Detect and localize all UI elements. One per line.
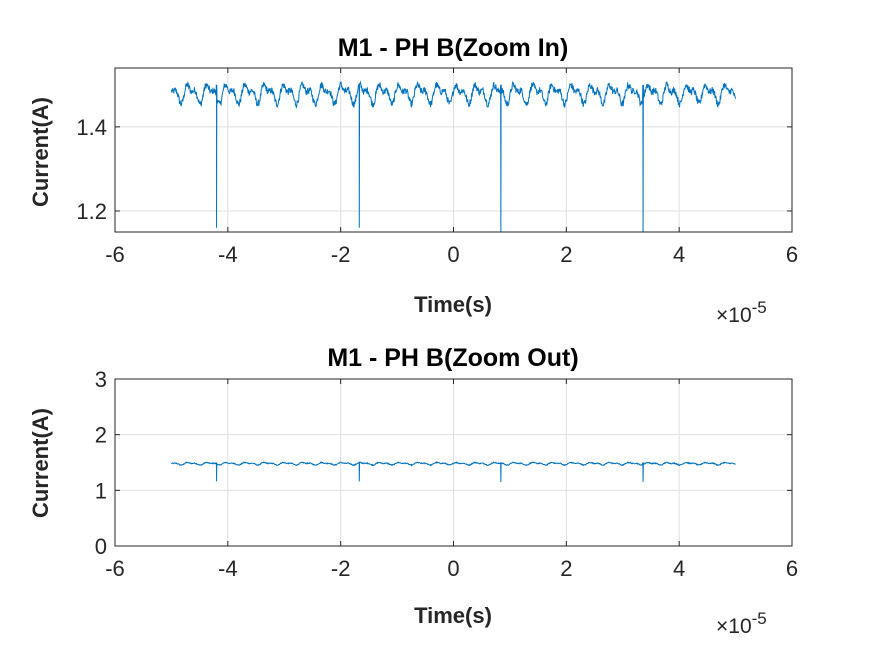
x-tick-label: 4 <box>673 242 685 267</box>
y-tick-label: 1.4 <box>76 115 107 140</box>
x-axis-label: Time(s) <box>414 292 492 317</box>
x-tick-label: 0 <box>447 242 459 267</box>
x-tick-label: -2 <box>331 242 351 267</box>
x-tick-label: 4 <box>673 556 685 581</box>
subplot-zoom-in: M1 - PH B(Zoom In) -6 -4 -2 0 2 4 6 1.2 1.4 Tim… <box>28 34 798 327</box>
chart-title: M1 - PH B(Zoom In) <box>338 34 569 62</box>
x-exponent-label: ×10-5 <box>716 298 767 327</box>
subplot-zoom-out: M1 - PH B(Zoom Out) -6 -4 -2 0 2 4 6 0 1 2 3 Time… <box>28 344 798 638</box>
x-tick-label: -6 <box>105 242 125 267</box>
x-tick-label: 2 <box>560 242 572 267</box>
y-tick-label: 0 <box>95 534 107 559</box>
x-exponent-label: ×10-5 <box>716 609 767 638</box>
x-tick-label: -6 <box>105 556 125 581</box>
current-series-line <box>170 80 737 233</box>
y-axis-label: Current(A) <box>28 97 53 207</box>
y-tick-label: 3 <box>95 367 107 392</box>
x-tick-label: 2 <box>560 556 572 581</box>
x-tick-label: -4 <box>218 242 238 267</box>
current-series-line <box>171 461 736 482</box>
y-tick-label: 2 <box>95 423 107 448</box>
chart-title: M1 - PH B(Zoom Out) <box>327 344 578 372</box>
x-tick-label: 6 <box>786 242 798 267</box>
x-tick-label: 6 <box>786 556 798 581</box>
x-tick-label: -2 <box>331 556 351 581</box>
y-axis-label: Current(A) <box>28 408 53 518</box>
x-axis-label: Time(s) <box>414 603 492 628</box>
y-tick-label: 1 <box>95 478 107 503</box>
y-tick-label: 1.2 <box>76 199 107 224</box>
x-tick-label: -4 <box>218 556 238 581</box>
x-tick-label: 0 <box>447 556 459 581</box>
